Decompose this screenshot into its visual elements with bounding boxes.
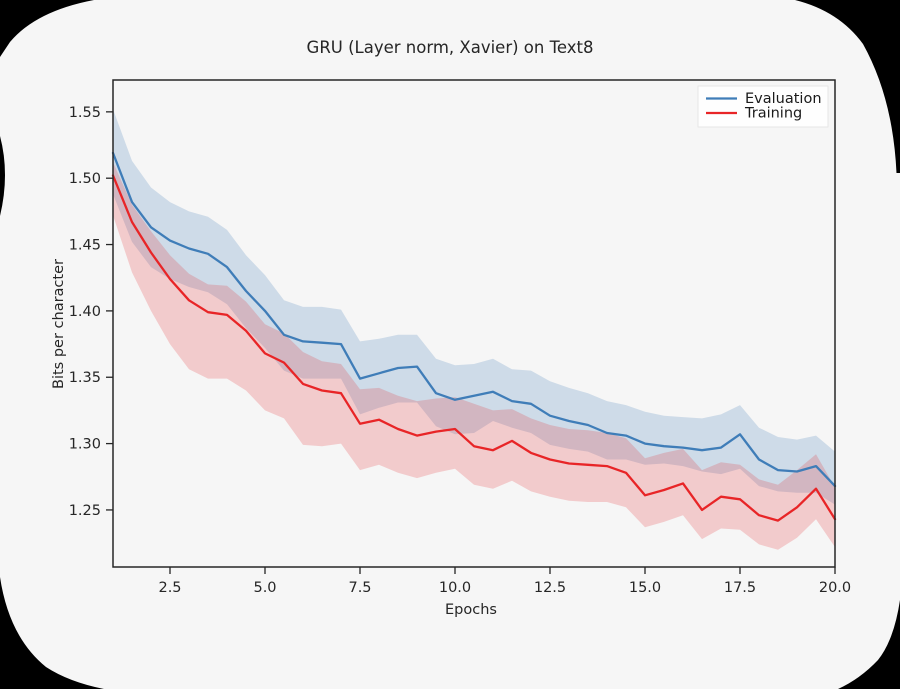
- x-axis-ticks: 2.5 5.0 7.5 10.0 12.5 15.0 17.5 20.0: [158, 567, 851, 596]
- corner-mask-bottom-right: [838, 600, 900, 689]
- y-axis-ticks: 1.55 1.50 1.45 1.40 1.35 1.30 1.25: [69, 105, 113, 519]
- x-tick-label: 20.0: [819, 580, 851, 596]
- y-tick-label: 1.55: [69, 105, 101, 121]
- edge-mask-left: [0, 136, 5, 216]
- x-tick-label: 12.5: [534, 580, 566, 596]
- y-tick-label: 1.35: [69, 370, 101, 386]
- legend: Evaluation Training: [697, 85, 829, 128]
- axes-frame: [112, 79, 836, 568]
- x-tick-label: 7.5: [348, 580, 371, 596]
- legend-evaluation-label: Evaluation: [745, 91, 822, 107]
- band-training: [113, 162, 835, 550]
- x-axis-label: Epochs: [445, 602, 497, 618]
- x-tick-label: 2.5: [158, 580, 181, 596]
- x-tick-label: 10.0: [439, 580, 471, 596]
- series-line-evaluation: [111, 151, 837, 488]
- y-tick-label: 1.45: [69, 238, 101, 254]
- y-tick-label: 1.50: [69, 171, 101, 187]
- band-evaluation: [113, 109, 835, 505]
- legend-box: [697, 85, 829, 128]
- legend-training-label: Training: [744, 106, 802, 122]
- x-tick-label: 5.0: [253, 580, 276, 596]
- corner-mask-top-right: [795, 0, 900, 173]
- x-tick-label: 15.0: [629, 580, 661, 596]
- x-tick-label: 17.5: [724, 580, 756, 596]
- y-tick-label: 1.25: [69, 503, 101, 519]
- confidence-bands: [113, 109, 835, 550]
- series-line-training: [111, 174, 837, 522]
- y-axis-label: Bits per character: [51, 259, 67, 389]
- corner-mask-top-left: [0, 0, 94, 57]
- y-tick-label: 1.40: [69, 304, 101, 320]
- y-tick-label: 1.30: [69, 437, 101, 453]
- series-lines: [111, 151, 837, 522]
- corner-mask-bottom-left: [0, 577, 104, 689]
- chart-title: GRU (Layer norm, Xavier) on Text8: [307, 38, 594, 57]
